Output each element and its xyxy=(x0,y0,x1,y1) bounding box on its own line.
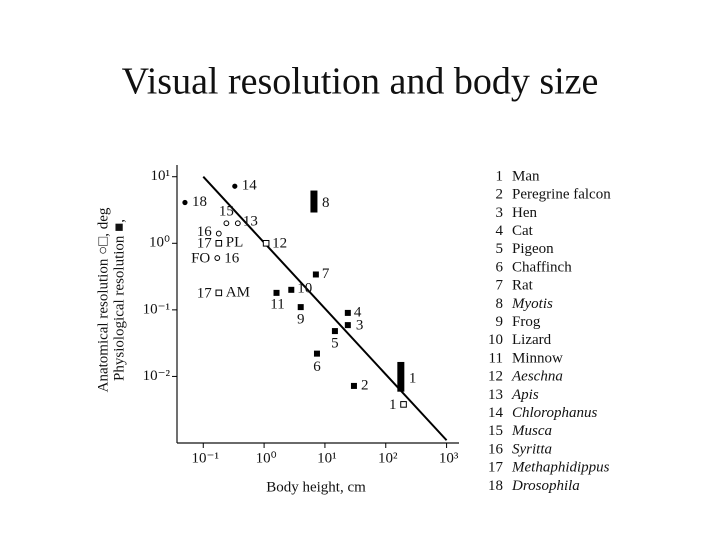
point xyxy=(215,239,223,247)
y-tick-label: 10⁰ xyxy=(149,235,170,251)
point xyxy=(344,309,351,316)
point xyxy=(297,304,304,311)
legend-name: Hen xyxy=(512,205,537,221)
x-tick-label: 10² xyxy=(378,450,398,466)
range-bar xyxy=(310,190,318,213)
point xyxy=(350,382,357,389)
legend-number: 11 xyxy=(489,350,503,366)
legend-number: 13 xyxy=(488,387,503,403)
legend-name: Rat xyxy=(512,278,534,294)
chart-title: Visual resolution and body size xyxy=(122,61,599,103)
bar-label: 8 xyxy=(322,195,330,211)
legend-name: Musca xyxy=(511,423,552,439)
legend-number: 12 xyxy=(488,369,503,385)
point-label: 7 xyxy=(322,266,330,282)
point-label: 2 xyxy=(361,377,369,393)
point-label: 5 xyxy=(331,336,339,352)
point-label: 3 xyxy=(356,318,364,334)
point xyxy=(215,289,223,297)
point xyxy=(234,220,241,227)
legend-number: 8 xyxy=(496,296,504,312)
legend-number: 18 xyxy=(488,478,503,494)
point-label: 17 xyxy=(197,236,213,252)
point-label: 13 xyxy=(243,214,258,230)
y-axis-label: Anatomical resolution ○□, deg xyxy=(95,207,111,392)
point-label: 1 xyxy=(389,397,397,413)
legend-name: Drosophila xyxy=(511,478,580,494)
point xyxy=(400,401,407,408)
x-tick-label: 10³ xyxy=(439,450,459,466)
point-label: 16 xyxy=(197,224,213,240)
point-label: 6 xyxy=(313,359,321,375)
legend-name: Man xyxy=(512,168,540,184)
x-tick-label: 10⁻¹ xyxy=(192,450,219,466)
x-axis-label: Body height, cm xyxy=(266,479,366,495)
legend-name: Syritta xyxy=(512,441,552,457)
range-bar xyxy=(397,361,405,392)
legend-name: Pigeon xyxy=(512,241,554,257)
legend-number: 4 xyxy=(496,223,504,239)
point xyxy=(313,350,320,357)
legend-number: 3 xyxy=(496,205,504,221)
point xyxy=(215,230,222,237)
legend-name: Myotis xyxy=(511,296,553,312)
legend-name: Chlorophanus xyxy=(512,405,597,421)
legend-number: 2 xyxy=(496,187,504,203)
legend-number: 15 xyxy=(488,423,503,439)
legend-number: 9 xyxy=(496,314,504,330)
legend-number: 16 xyxy=(488,441,504,457)
point-label: 10 xyxy=(297,280,312,296)
point xyxy=(182,199,188,206)
legend-number: 14 xyxy=(488,405,504,421)
point-label: 15 xyxy=(219,204,234,220)
point xyxy=(273,289,280,296)
point-label: 18 xyxy=(192,194,207,210)
point-label: 17 xyxy=(197,285,213,301)
legend-number: 7 xyxy=(496,278,504,294)
point xyxy=(262,239,270,247)
y-tick-label: 10⁻² xyxy=(143,368,171,384)
point-label: 14 xyxy=(242,178,257,194)
y-tick-label: 10¹ xyxy=(151,168,171,184)
point-label: PL xyxy=(226,235,244,251)
legend-name: Lizard xyxy=(512,332,552,348)
point-label: 12 xyxy=(272,236,287,252)
legend-number: 10 xyxy=(488,332,503,348)
legend-name: Cat xyxy=(512,223,534,239)
legend-name: Methaphidippus xyxy=(511,460,610,476)
point-label: 9 xyxy=(297,312,305,328)
point-label: AM xyxy=(226,284,250,300)
fit-line xyxy=(202,176,448,441)
point xyxy=(232,183,238,189)
point-label: 11 xyxy=(270,296,284,312)
y-axis-label: Physiological resolution ■, xyxy=(111,219,127,381)
point-label: 16 xyxy=(224,250,240,266)
point xyxy=(344,322,351,329)
bar-label: 1 xyxy=(409,370,417,386)
legend-number: 5 xyxy=(496,241,504,257)
point xyxy=(288,286,295,293)
legend-name: Minnow xyxy=(512,350,563,366)
point xyxy=(331,328,338,335)
legend-name: Aeschna xyxy=(511,369,563,385)
legend-name: Apis xyxy=(511,387,539,403)
point-label: 4 xyxy=(354,304,362,320)
legend-name: Chaffinch xyxy=(512,259,572,275)
legend-number: 1 xyxy=(496,168,504,184)
legend-name: Frog xyxy=(512,314,541,330)
legend-name: Peregrine falcon xyxy=(512,187,611,203)
x-tick-label: 10¹ xyxy=(317,450,337,466)
point-label: FO xyxy=(191,250,210,266)
point xyxy=(214,255,221,261)
y-tick-label: 10⁻¹ xyxy=(143,301,170,317)
legend-number: 17 xyxy=(488,460,504,476)
point xyxy=(223,220,230,227)
x-tick-label: 10⁰ xyxy=(256,450,277,466)
legend-number: 6 xyxy=(496,259,504,275)
point xyxy=(312,271,319,278)
